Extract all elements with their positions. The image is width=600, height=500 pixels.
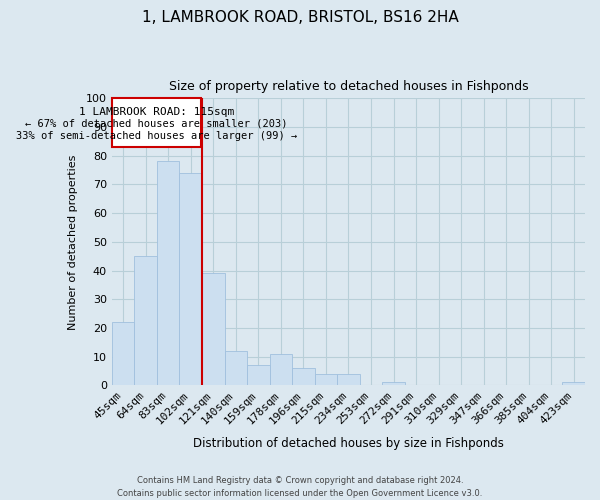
- Bar: [112, 322, 134, 386]
- Bar: [179, 173, 202, 386]
- Bar: [224, 351, 247, 386]
- Text: 33% of semi-detached houses are larger (99) →: 33% of semi-detached houses are larger (…: [16, 132, 297, 141]
- Text: Contains HM Land Registry data © Crown copyright and database right 2024.
Contai: Contains HM Land Registry data © Crown c…: [118, 476, 482, 498]
- X-axis label: Distribution of detached houses by size in Fishponds: Distribution of detached houses by size …: [193, 437, 504, 450]
- Title: Size of property relative to detached houses in Fishponds: Size of property relative to detached ho…: [169, 80, 528, 93]
- Bar: [314, 374, 337, 386]
- Bar: [157, 162, 179, 386]
- Bar: [562, 382, 585, 386]
- Bar: [202, 274, 224, 386]
- Bar: [112, 98, 201, 147]
- Bar: [134, 256, 157, 386]
- Bar: [269, 354, 292, 386]
- Bar: [382, 382, 405, 386]
- Y-axis label: Number of detached properties: Number of detached properties: [68, 154, 77, 330]
- Text: 1, LAMBROOK ROAD, BRISTOL, BS16 2HA: 1, LAMBROOK ROAD, BRISTOL, BS16 2HA: [142, 10, 458, 25]
- Bar: [292, 368, 314, 386]
- Bar: [247, 365, 269, 386]
- Text: 1 LAMBROOK ROAD: 115sqm: 1 LAMBROOK ROAD: 115sqm: [79, 107, 234, 117]
- Text: ← 67% of detached houses are smaller (203): ← 67% of detached houses are smaller (20…: [25, 118, 287, 128]
- Bar: [337, 374, 360, 386]
